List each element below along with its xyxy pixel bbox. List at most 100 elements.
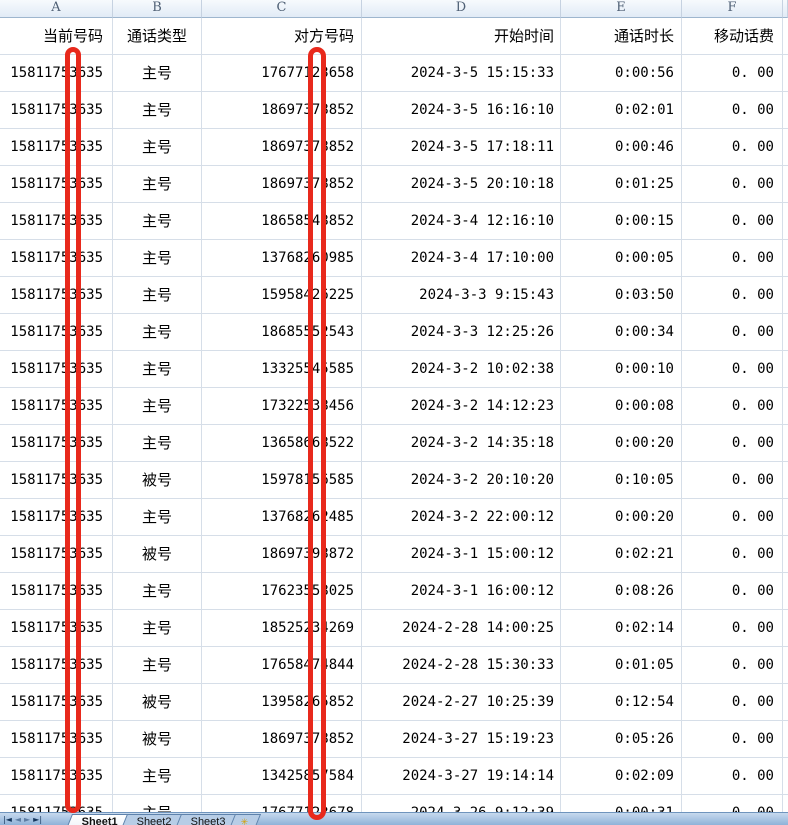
cell-call-type[interactable]: 主号 — [113, 573, 202, 610]
empty-cell[interactable] — [783, 388, 788, 425]
empty-cell[interactable] — [783, 129, 788, 166]
cell-start-time[interactable]: 2024-3-5 15:15:33 — [362, 55, 561, 92]
cell-other-number[interactable]: 13958265852 — [202, 684, 362, 721]
cell-mobile-fee[interactable]: 0. 00 — [682, 610, 783, 647]
cell-duration[interactable]: 0:02:01 — [561, 92, 682, 129]
header-current-number[interactable]: 当前号码 — [0, 18, 113, 55]
cell-mobile-fee[interactable]: 0. 00 — [682, 425, 783, 462]
empty-cell[interactable] — [783, 573, 788, 610]
cell-call-type[interactable]: 被号 — [113, 536, 202, 573]
empty-cell[interactable] — [783, 610, 788, 647]
cell-other-number[interactable]: 13658668522 — [202, 425, 362, 462]
cell-other-number[interactable]: 18697398872 — [202, 536, 362, 573]
cell-current-number[interactable]: 15811753635 — [0, 425, 113, 462]
cell-call-type[interactable]: 主号 — [113, 758, 202, 795]
cell-call-type[interactable]: 主号 — [113, 92, 202, 129]
empty-cell[interactable] — [783, 55, 788, 92]
cell-start-time[interactable]: 2024-3-2 14:35:18 — [362, 425, 561, 462]
empty-cell[interactable] — [783, 314, 788, 351]
first-sheet-button[interactable]: |◄ — [3, 815, 12, 824]
cell-mobile-fee[interactable]: 0. 00 — [682, 721, 783, 758]
header-other-number[interactable]: 对方号码 — [202, 18, 362, 55]
cell-duration[interactable]: 0:00:34 — [561, 314, 682, 351]
column-header-d[interactable]: D — [362, 0, 561, 18]
cell-mobile-fee[interactable]: 0. 00 — [682, 388, 783, 425]
cell-call-type[interactable]: 主号 — [113, 351, 202, 388]
empty-cell[interactable] — [783, 795, 788, 825]
cell-mobile-fee[interactable]: 0. 00 — [682, 647, 783, 684]
empty-cell[interactable] — [783, 536, 788, 573]
cell-other-number[interactable]: 18697378852 — [202, 92, 362, 129]
cell-call-type[interactable]: 主号 — [113, 314, 202, 351]
empty-cell[interactable] — [783, 92, 788, 129]
header-mobile-fee[interactable]: 移动话费 — [682, 18, 783, 55]
cell-duration[interactable]: 0:08:26 — [561, 573, 682, 610]
cell-call-type[interactable]: 主号 — [113, 240, 202, 277]
cell-call-type[interactable]: 被号 — [113, 721, 202, 758]
cell-mobile-fee[interactable]: 0. 00 — [682, 203, 783, 240]
cell-duration[interactable]: 0:02:14 — [561, 610, 682, 647]
empty-cell[interactable] — [783, 758, 788, 795]
empty-cell[interactable] — [783, 240, 788, 277]
cell-start-time[interactable]: 2024-3-5 20:10:18 — [362, 166, 561, 203]
cell-current-number[interactable]: 15811753635 — [0, 573, 113, 610]
cell-start-time[interactable]: 2024-3-3 12:25:26 — [362, 314, 561, 351]
cell-other-number[interactable]: 13768260985 — [202, 240, 362, 277]
cell-mobile-fee[interactable]: 0. 00 — [682, 129, 783, 166]
cell-start-time[interactable]: 2024-3-3 9:15:43 — [362, 277, 561, 314]
cell-duration[interactable]: 0:05:26 — [561, 721, 682, 758]
cell-duration[interactable]: 0:12:54 — [561, 684, 682, 721]
cell-duration[interactable]: 0:00:15 — [561, 203, 682, 240]
cell-start-time[interactable]: 2024-2-28 15:30:33 — [362, 647, 561, 684]
cell-call-type[interactable]: 主号 — [113, 129, 202, 166]
cell-current-number[interactable]: 15811753635 — [0, 758, 113, 795]
cell-mobile-fee[interactable]: 0. 00 — [682, 462, 783, 499]
empty-cell[interactable] — [783, 684, 788, 721]
cell-start-time[interactable]: 2024-3-2 10:02:38 — [362, 351, 561, 388]
empty-cell[interactable] — [783, 462, 788, 499]
cell-current-number[interactable]: 15811753635 — [0, 684, 113, 721]
column-header-e[interactable]: E — [561, 0, 682, 18]
cell-duration[interactable]: 0:02:09 — [561, 758, 682, 795]
cell-mobile-fee[interactable]: 0. 00 — [682, 166, 783, 203]
column-header-b[interactable]: B — [113, 0, 202, 18]
cell-mobile-fee[interactable]: 0. 00 — [682, 240, 783, 277]
cell-call-type[interactable]: 主号 — [113, 425, 202, 462]
cell-start-time[interactable]: 2024-3-1 15:00:12 — [362, 536, 561, 573]
empty-cell[interactable] — [783, 166, 788, 203]
cell-current-number[interactable]: 15811753635 — [0, 203, 113, 240]
cell-start-time[interactable]: 2024-3-4 17:10:00 — [362, 240, 561, 277]
cell-call-type[interactable]: 被号 — [113, 684, 202, 721]
empty-cell[interactable] — [783, 721, 788, 758]
prev-sheet-button[interactable]: ◄ — [14, 815, 22, 824]
cell-current-number[interactable]: 15811753635 — [0, 166, 113, 203]
cell-start-time[interactable]: 2024-3-27 19:14:14 — [362, 758, 561, 795]
cell-start-time[interactable]: 2024-3-4 12:16:10 — [362, 203, 561, 240]
cell-mobile-fee[interactable]: 0. 00 — [682, 55, 783, 92]
cell-current-number[interactable]: 15811753635 — [0, 351, 113, 388]
cell-other-number[interactable]: 17658474844 — [202, 647, 362, 684]
cell-duration[interactable]: 0:01:05 — [561, 647, 682, 684]
cell-duration[interactable]: 0:00:08 — [561, 388, 682, 425]
cell-duration[interactable]: 0:02:21 — [561, 536, 682, 573]
cell-start-time[interactable]: 2024-3-27 15:19:23 — [362, 721, 561, 758]
empty-cell[interactable] — [783, 18, 788, 55]
header-start-time[interactable]: 开始时间 — [362, 18, 561, 55]
empty-cell[interactable] — [783, 425, 788, 462]
cell-call-type[interactable]: 主号 — [113, 166, 202, 203]
cell-call-type[interactable]: 主号 — [113, 203, 202, 240]
empty-cell[interactable] — [783, 499, 788, 536]
cell-mobile-fee[interactable]: 0. 00 — [682, 684, 783, 721]
cell-other-number[interactable]: 18697378852 — [202, 721, 362, 758]
cell-mobile-fee[interactable]: 0. 00 — [682, 277, 783, 314]
cell-current-number[interactable]: 15811753635 — [0, 277, 113, 314]
cell-start-time[interactable]: 2024-3-5 16:16:10 — [362, 92, 561, 129]
cell-duration[interactable]: 0:03:50 — [561, 277, 682, 314]
cell-other-number[interactable]: 18697378852 — [202, 129, 362, 166]
cell-start-time[interactable]: 2024-3-2 20:10:20 — [362, 462, 561, 499]
cell-start-time[interactable]: 2024-3-1 16:00:12 — [362, 573, 561, 610]
empty-cell[interactable] — [783, 203, 788, 240]
cell-current-number[interactable]: 15811753635 — [0, 499, 113, 536]
cell-call-type[interactable]: 主号 — [113, 610, 202, 647]
cell-other-number[interactable]: 13325545585 — [202, 351, 362, 388]
